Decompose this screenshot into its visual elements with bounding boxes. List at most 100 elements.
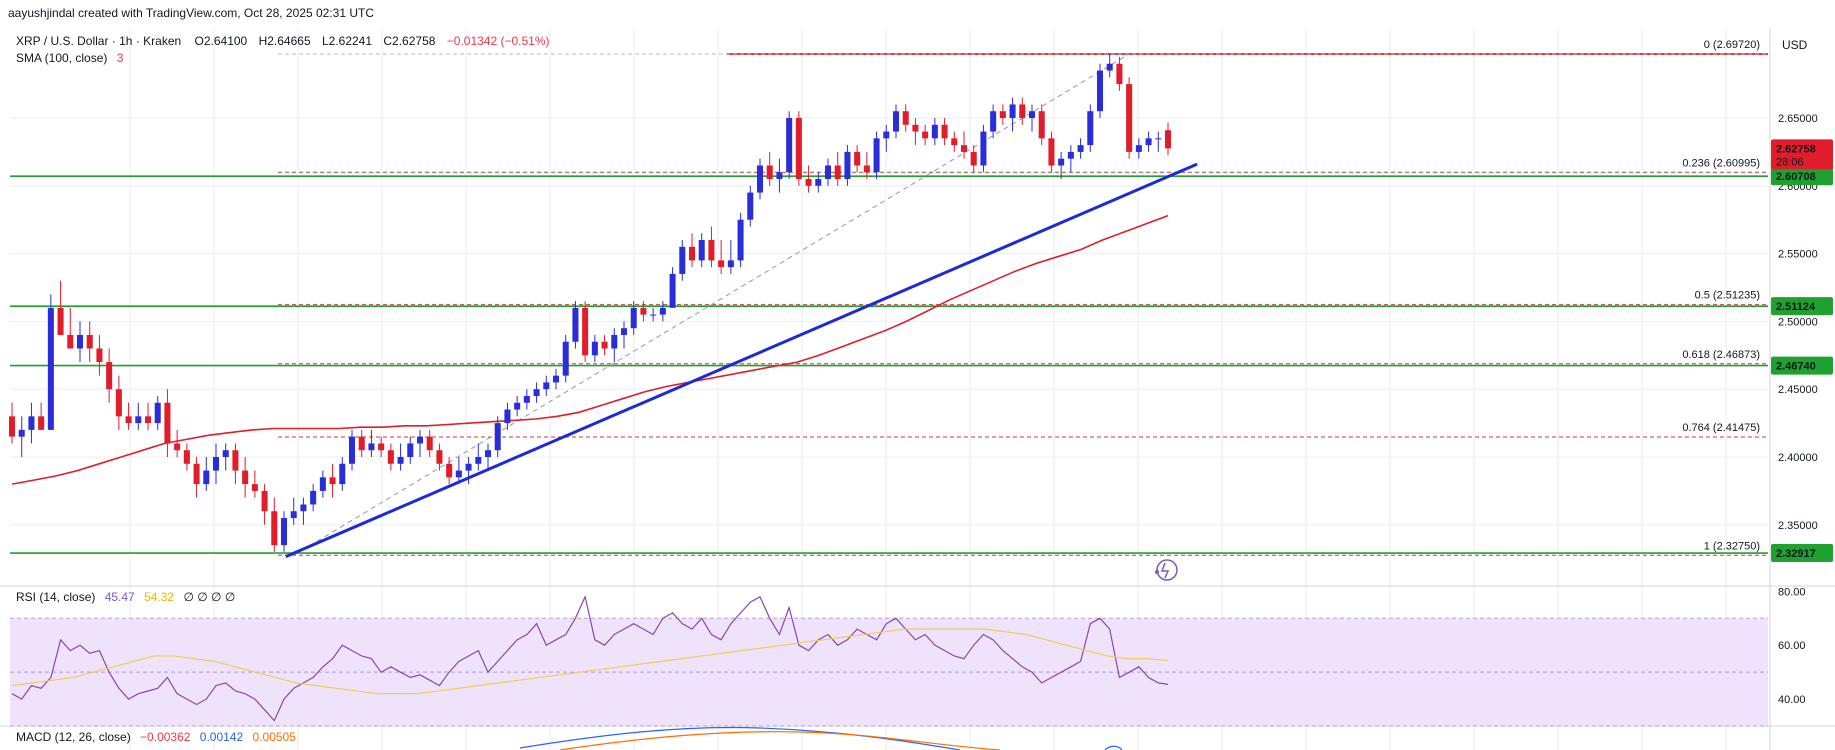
candle-body [552, 375, 560, 383]
price-tick: 2.45000 [1778, 384, 1818, 396]
candle [591, 334, 598, 363]
candle [339, 457, 346, 491]
candle-body [271, 511, 278, 546]
candle [786, 111, 793, 180]
rsi-label: RSI (14, close) [16, 590, 96, 604]
candle [931, 118, 938, 146]
candle [718, 240, 725, 274]
rsi-line [11, 594, 1169, 722]
candle [834, 151, 841, 186]
candle [640, 301, 647, 322]
sma-legend[interactable]: SMA (100, close) 3 [16, 51, 123, 65]
candle-body [1058, 158, 1065, 166]
candle-body [766, 165, 773, 180]
candle-body [475, 457, 482, 464]
candle [436, 443, 443, 471]
candle [67, 307, 74, 349]
macd-signal-line [559, 731, 1001, 750]
candle [824, 158, 832, 186]
candle-body [805, 179, 812, 186]
candle [1019, 97, 1026, 125]
candle-body [601, 341, 608, 349]
candle [1038, 104, 1045, 146]
candle-body [1135, 145, 1142, 152]
candle [212, 443, 220, 485]
candle [18, 416, 25, 457]
candle-body [368, 443, 375, 451]
candle [504, 402, 511, 430]
candle-body [669, 273, 676, 308]
ohlc-change: −0.01342 (−0.51%) [446, 34, 550, 48]
candle-body [650, 314, 657, 316]
trendline[interactable] [285, 162, 1198, 559]
candle-body [795, 118, 802, 180]
candle [1145, 131, 1152, 152]
candle [455, 457, 462, 485]
candle [922, 124, 929, 146]
candle [106, 348, 113, 403]
candle [203, 457, 210, 491]
replay-icon[interactable] [1155, 559, 1178, 581]
candle [387, 443, 394, 471]
candle-body [1009, 104, 1016, 118]
candle-body [183, 450, 190, 464]
candle [348, 429, 356, 471]
candle [805, 165, 812, 193]
level-tag-bg [1771, 356, 1833, 375]
candle-body [28, 416, 35, 430]
candle [737, 212, 744, 268]
candle-body [980, 131, 987, 166]
candle-body [1048, 138, 1055, 166]
candle [970, 145, 977, 173]
candle [115, 375, 122, 430]
candle [484, 443, 492, 471]
rsi-legend[interactable]: RSI (14, close) 45.47 54.32 ∅ ∅ ∅ ∅ [16, 590, 235, 604]
candle-body [251, 484, 258, 491]
price-tick: 2.35000 [1778, 520, 1818, 532]
candle-body [407, 443, 414, 457]
rsi-value: 45.47 [104, 590, 135, 604]
candle-body [484, 450, 492, 457]
candle [572, 301, 579, 349]
candle-body [902, 111, 909, 125]
candle [698, 233, 705, 268]
candle [329, 463, 336, 498]
candle-body [8, 416, 16, 437]
candle-body [970, 151, 977, 166]
macd-label: MACD (12, 26, close) [16, 730, 131, 744]
sma-100-line [11, 214, 1169, 485]
candle-body [76, 334, 84, 349]
candle-body [164, 402, 171, 444]
price-axis[interactable]: 2.650002.600002.550002.500002.450002.400… [1771, 113, 1833, 563]
candle [8, 402, 16, 444]
rsi-tick: 40.00 [1778, 694, 1806, 706]
candle-body [339, 463, 346, 485]
rsi-ma-line [11, 628, 1169, 695]
candle-body [960, 145, 968, 152]
candle [514, 395, 521, 417]
candle-body [523, 395, 530, 403]
candle [863, 151, 870, 180]
candle-body [1019, 104, 1026, 118]
candle-body [310, 490, 317, 505]
macd-legend[interactable]: MACD (12, 26, close) −0.00362 0.00142 0.… [16, 730, 296, 744]
fib-label: 0.764 (2.41475) [1682, 422, 1760, 434]
candle [1028, 104, 1036, 132]
currency-label[interactable]: USD [1782, 38, 1808, 52]
candle-body [679, 246, 686, 274]
symbol-name[interactable]: XRP / U.S. Dollar · 1h · Kraken [16, 34, 182, 48]
candle-body [38, 416, 45, 430]
fib-label: 1 (2.32750) [1704, 540, 1760, 552]
level-tag: 2.51124 [1776, 301, 1816, 313]
candle-body [242, 470, 249, 485]
candle [1116, 56, 1123, 91]
candle [1009, 97, 1016, 132]
candle-body [514, 402, 521, 410]
candle-body [416, 436, 424, 444]
candle [232, 443, 239, 485]
candle [766, 151, 773, 186]
candle-body [1096, 70, 1104, 112]
candle-body [18, 429, 25, 437]
candle [620, 321, 628, 349]
